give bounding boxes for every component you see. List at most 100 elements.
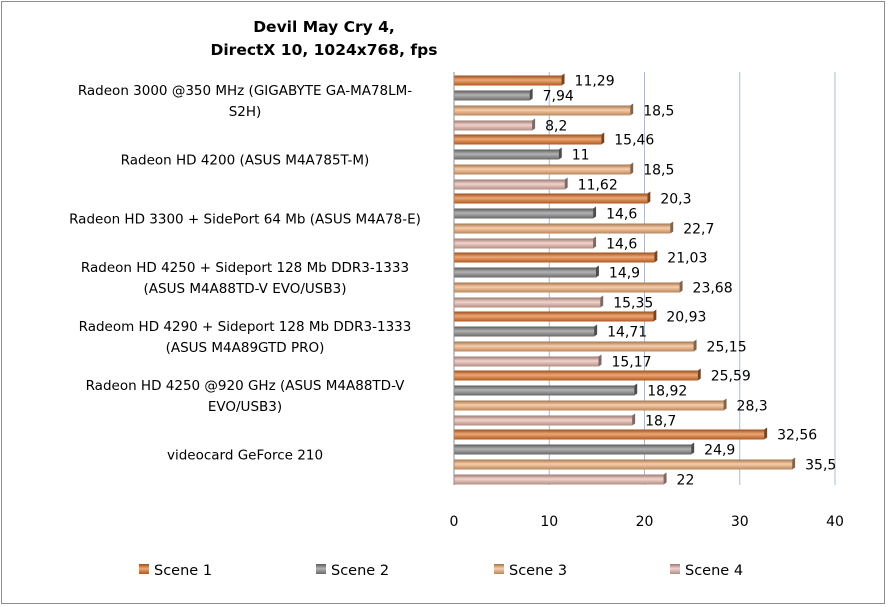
data-label: 20,3 <box>660 192 691 208</box>
bar <box>454 238 594 249</box>
bar <box>454 149 559 160</box>
data-label: 25,59 <box>711 369 751 385</box>
category-label: Radeon HD 4250 + Sideport 128 Mb DDR3-13… <box>81 260 409 276</box>
legend-swatch <box>316 564 326 574</box>
bar-cap <box>598 354 602 367</box>
data-label: 32,56 <box>777 428 817 444</box>
bar-cap <box>670 221 674 234</box>
x-tick-label: 10 <box>540 514 558 530</box>
x-tick-label: 0 <box>450 514 459 530</box>
legend-label: Scene 2 <box>331 563 389 579</box>
bar <box>454 444 692 455</box>
bar-cap <box>630 103 634 116</box>
category-label: Radeon HD 4200 (ASUS M4A785T-M) <box>121 153 370 169</box>
data-label: 11,62 <box>578 178 618 194</box>
data-label: 15,35 <box>613 296 653 312</box>
bar <box>454 385 635 396</box>
bar-cap <box>632 413 636 426</box>
bar-cap <box>594 324 598 337</box>
bars <box>454 73 796 485</box>
data-label: 14,71 <box>607 325 647 341</box>
data-label: 8,2 <box>545 119 567 135</box>
category-label: Radeon 3000 @350 MHz (GIGABYTE GA-MA78LM… <box>78 83 412 99</box>
bar <box>454 164 631 175</box>
bar-cap <box>630 162 634 175</box>
bar-cap <box>697 368 701 381</box>
bar <box>454 120 533 131</box>
data-label: 22,7 <box>683 222 714 238</box>
bar-cap <box>558 147 562 160</box>
bar <box>454 370 698 381</box>
bar <box>454 429 765 440</box>
data-label: 15,17 <box>611 355 651 371</box>
data-label: 25,15 <box>707 340 747 356</box>
legend-label: Scene 3 <box>509 563 567 579</box>
data-label: 14,6 <box>606 207 637 223</box>
bar-cap <box>593 236 597 249</box>
bar-cap <box>595 265 599 278</box>
bar-cap <box>532 118 536 131</box>
x-tick-label: 30 <box>731 514 749 530</box>
chart-title-line: Devil May Cry 4, <box>253 18 395 36</box>
x-axis: 0 10 20 30 40 <box>450 72 844 530</box>
data-label: 35,5 <box>805 458 836 474</box>
data-label: 21,03 <box>667 251 707 267</box>
bar <box>454 474 664 485</box>
category-labels: Radeon 3000 @350 MHz (GIGABYTE GA-MA78LM… <box>69 83 421 464</box>
bar-cap <box>653 309 657 322</box>
data-label: 11 <box>572 148 590 164</box>
bar-cap <box>593 206 597 219</box>
category-label: Radeom HD 4290 + Sideport 128 Mb DDR3-13… <box>79 319 412 335</box>
chart-title: Devil May Cry 4, DirectX 10, 1024x768, fp… <box>211 18 438 59</box>
category-label: (ASUS M4A89GTD PRO) <box>166 340 325 356</box>
bar-cap <box>679 280 683 293</box>
bar <box>454 90 530 101</box>
bar <box>454 356 599 367</box>
bar <box>454 341 694 352</box>
bar <box>454 193 648 204</box>
data-label: 18,92 <box>647 384 687 400</box>
legend: Scene 1 Scene 2 Scene 3 Scene 4 <box>139 563 743 579</box>
bar-cap <box>764 427 768 440</box>
bar <box>454 134 602 145</box>
data-label: 14,9 <box>609 266 640 282</box>
bar <box>454 297 601 308</box>
category-label: videocard GeForce 210 <box>167 448 323 464</box>
bar <box>454 75 562 86</box>
legend-swatch <box>139 564 149 574</box>
data-label: 23,68 <box>693 281 733 297</box>
bar-cap <box>691 442 695 455</box>
bar <box>454 252 655 263</box>
value-labels: 11,297,94 18,5 8,2 15,46 11 18,5 11,62 20,3 14,6… <box>543 74 837 489</box>
category-label: (ASUS M4A88TD-V EVO/USB3) <box>144 281 347 297</box>
data-label: 18,5 <box>643 104 674 120</box>
bar-cap <box>601 132 605 145</box>
data-label: 7,94 <box>543 89 574 105</box>
category-label: EVO/USB3) <box>208 399 282 415</box>
bar <box>454 400 724 411</box>
data-label: 14,6 <box>606 237 637 253</box>
bar <box>454 311 654 322</box>
legend-label: Scene 4 <box>685 563 743 579</box>
bar <box>454 326 595 337</box>
bar <box>454 415 633 426</box>
bar-cap <box>634 383 638 396</box>
data-label: 11,29 <box>575 74 615 90</box>
x-tick-label: 40 <box>826 514 844 530</box>
bar-cap <box>564 177 568 190</box>
category-label: S2H) <box>229 104 262 120</box>
bar <box>454 179 565 190</box>
bar <box>454 459 793 470</box>
bar <box>454 223 671 234</box>
legend-swatch <box>670 564 680 574</box>
data-label: 15,46 <box>614 133 654 149</box>
bar <box>454 267 596 278</box>
bar-cap <box>561 73 565 86</box>
bar <box>454 282 680 293</box>
x-tick-label: 20 <box>636 514 654 530</box>
bar-cap <box>792 457 796 470</box>
data-label: 18,7 <box>645 414 676 430</box>
category-label: Radeon HD 4250 @920 GHz (ASUS M4A88TD-V <box>86 378 406 394</box>
